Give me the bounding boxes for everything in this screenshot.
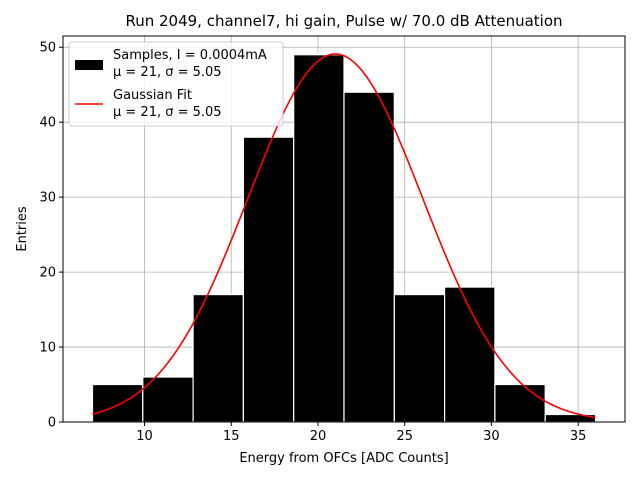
histogram-bar [242, 136, 295, 423]
x-tick-label: 35 [570, 429, 587, 444]
histogram-bar [343, 91, 395, 423]
y-tick-label: 40 [39, 116, 56, 131]
legend-samples-swatch [75, 60, 103, 70]
x-tick-label: 30 [483, 429, 500, 444]
y-tick-label: 0 [48, 416, 56, 431]
y-tick-label: 50 [39, 41, 56, 56]
legend-fit-stats: μ = 21, σ = 5.05 [113, 105, 222, 120]
y-tick-label: 30 [39, 191, 56, 206]
legend-fit-label: Gaussian Fit [113, 88, 192, 103]
y-tick-label: 20 [39, 266, 56, 281]
legend-samples-stats: μ = 21, σ = 5.05 [113, 65, 222, 80]
x-tick-label: 20 [310, 429, 327, 444]
y-tick-label: 10 [39, 341, 56, 356]
gaussian-fit-curve [92, 53, 596, 419]
x-axis-label: Energy from OFCs [ADC Counts] [239, 451, 448, 466]
x-tick-label: 15 [223, 429, 240, 444]
legend: Samples, I = 0.0004mA μ = 21, σ = 5.05 G… [68, 41, 284, 127]
histogram-bar [393, 293, 446, 423]
x-tick-label: 10 [136, 429, 153, 444]
x-tick-label: 25 [396, 429, 413, 444]
histogram-bar [293, 54, 345, 423]
legend-samples-label: Samples, I = 0.0004mA [113, 48, 267, 63]
histogram-bar [142, 376, 194, 423]
histogram-bar [494, 383, 546, 423]
x-axis-ticks: 10 15 20 25 30 35 [136, 422, 586, 444]
histogram-bar [91, 383, 144, 423]
plot-frame [62, 35, 626, 423]
chart-title: Run 2049, channel7, hi gain, Pulse w/ 70… [125, 12, 562, 30]
histogram-bar [192, 293, 244, 423]
legend-box [68, 41, 284, 127]
histogram-bars [91, 54, 597, 423]
y-axis-ticks: 0 10 20 30 40 50 [39, 41, 63, 431]
y-axis-label: Entries [15, 206, 30, 252]
